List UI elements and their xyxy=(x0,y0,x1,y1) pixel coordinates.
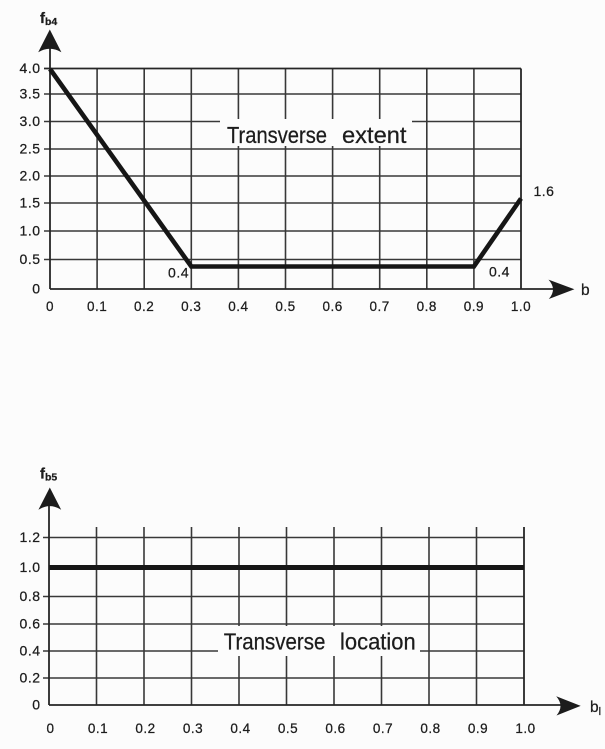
svg-text:3.5: 3.5 xyxy=(20,86,41,102)
svg-text:0.4: 0.4 xyxy=(20,643,41,659)
svg-text:0: 0 xyxy=(46,721,54,736)
svg-text:bl: bl xyxy=(590,699,601,718)
svg-text:2.0: 2.0 xyxy=(20,168,41,184)
svg-text:0.5: 0.5 xyxy=(275,299,295,314)
svg-text:0.4: 0.4 xyxy=(489,264,510,280)
svg-text:0.8: 0.8 xyxy=(417,299,437,314)
svg-text:0.4: 0.4 xyxy=(168,265,189,281)
svg-text:0.9: 0.9 xyxy=(464,299,484,314)
svg-text:0: 0 xyxy=(32,697,40,713)
svg-text:0.9: 0.9 xyxy=(468,721,488,736)
svg-text:3.0: 3.0 xyxy=(20,113,41,129)
svg-text:1.6: 1.6 xyxy=(534,183,555,199)
svg-text:0: 0 xyxy=(46,299,54,314)
svg-text:1.5: 1.5 xyxy=(20,195,41,211)
svg-text:0.7: 0.7 xyxy=(370,299,390,314)
svg-text:b: b xyxy=(581,282,590,299)
svg-text:0.3: 0.3 xyxy=(183,721,203,736)
svg-text:0.6: 0.6 xyxy=(325,721,345,736)
svg-text:0.5: 0.5 xyxy=(278,721,298,736)
svg-text:0.6: 0.6 xyxy=(322,299,342,314)
svg-text:0.2: 0.2 xyxy=(135,721,155,736)
svg-text:0.2: 0.2 xyxy=(134,299,154,314)
svg-text:1.0: 1.0 xyxy=(511,299,531,314)
svg-text:1.2: 1.2 xyxy=(20,529,41,545)
svg-text:0: 0 xyxy=(32,281,40,297)
svg-text:2.5: 2.5 xyxy=(20,141,41,157)
svg-text:Transverse: Transverse xyxy=(227,122,327,148)
svg-text:0.4: 0.4 xyxy=(228,299,248,314)
svg-text:0.6: 0.6 xyxy=(20,616,41,632)
svg-text:1.0: 1.0 xyxy=(20,559,41,575)
svg-text:1.0: 1.0 xyxy=(20,223,41,239)
svg-text:0.2: 0.2 xyxy=(20,670,41,686)
svg-text:4.0: 4.0 xyxy=(20,60,41,76)
svg-text:0.8: 0.8 xyxy=(420,721,440,736)
svg-text:0.7: 0.7 xyxy=(373,721,393,736)
svg-text:0.1: 0.1 xyxy=(87,299,107,314)
svg-text:extent: extent xyxy=(342,122,407,148)
svg-text:0.8: 0.8 xyxy=(20,588,41,604)
svg-text:0.4: 0.4 xyxy=(230,721,250,736)
svg-text:Transverse: Transverse xyxy=(224,629,326,655)
svg-text:location: location xyxy=(340,629,416,655)
svg-text:0.3: 0.3 xyxy=(181,299,201,314)
svg-text:0.1: 0.1 xyxy=(88,721,108,736)
svg-text:0.5: 0.5 xyxy=(20,251,41,267)
svg-text:1.0: 1.0 xyxy=(515,721,535,736)
